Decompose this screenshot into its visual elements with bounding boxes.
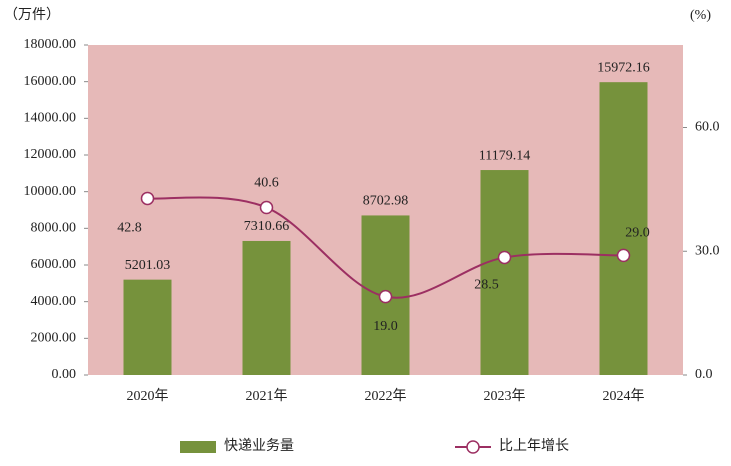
bar-value-label: 8702.98 (363, 194, 409, 209)
y-tick-label: 0.00 (52, 367, 77, 382)
bar-value-label: 5201.03 (125, 258, 171, 273)
y2-tick-label: 30.0 (695, 243, 720, 258)
line-marker (497, 250, 512, 265)
line-value-label: 28.5 (474, 278, 499, 293)
bar-value-label: 15972.16 (597, 60, 650, 75)
line-marker (140, 191, 155, 206)
bar-value-label: 11179.14 (479, 148, 530, 163)
y2-unit-label: (%) (690, 8, 711, 23)
y-tick-label: 12000.00 (24, 147, 77, 162)
y-tick-label: 16000.00 (24, 74, 77, 89)
y-tick-label: 14000.00 (24, 111, 77, 126)
line-value-label: 42.8 (117, 221, 142, 236)
legend-swatch (180, 441, 216, 453)
bar (480, 170, 529, 375)
line-value-label: 19.0 (373, 319, 398, 334)
bar (599, 82, 648, 375)
bar (242, 240, 291, 375)
x-tick-label: 2024年 (603, 388, 645, 404)
y-tick-label: 8000.00 (31, 221, 77, 236)
line-marker (259, 200, 274, 215)
line-value-label: 29.0 (625, 226, 650, 241)
y-tick-label: 10000.00 (24, 184, 77, 199)
line-value-label: 40.6 (254, 176, 279, 191)
legend-marker (466, 440, 480, 454)
y2-tick-label: 0.0 (695, 367, 713, 382)
x-tick-label: 2022年 (365, 388, 407, 404)
y-unit-label: （万件） (4, 7, 60, 23)
x-tick-label: 2021年 (246, 388, 288, 404)
y-tick-label: 18000.00 (24, 37, 77, 52)
legend-label: 比上年增长 (499, 438, 569, 454)
x-tick-label: 2020年 (127, 388, 169, 404)
line-marker (378, 289, 393, 304)
y2-tick-label: 60.0 (695, 120, 720, 135)
x-tick-label: 2023年 (484, 388, 526, 404)
bar (123, 279, 172, 375)
line-marker (616, 248, 631, 263)
y-tick-label: 6000.00 (31, 257, 77, 272)
legend-label: 快递业务量 (224, 438, 294, 454)
bar-value-label: 7310.66 (244, 219, 290, 234)
y-tick-label: 2000.00 (31, 331, 77, 346)
y-tick-label: 4000.00 (31, 294, 77, 309)
